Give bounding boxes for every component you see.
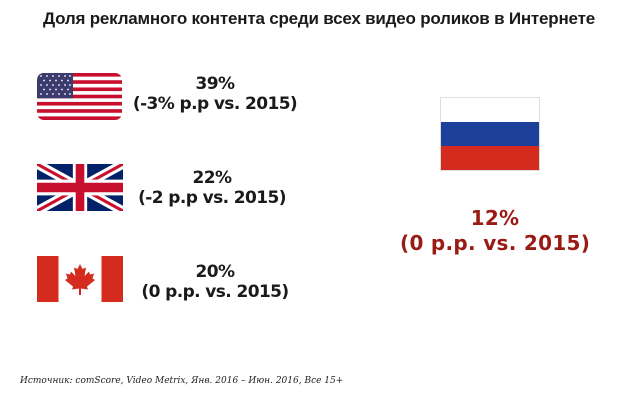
russia-flag-icon [441, 98, 539, 170]
uk-stat: 22% (-2 p.p vs. 2015) [127, 168, 297, 208]
russia-value: 12% [470, 206, 520, 230]
canada-change: (0 p.p. vs. 2015) [141, 282, 289, 302]
canada-value: 20% [195, 262, 235, 282]
uk-value: 22% [192, 168, 232, 188]
source-note: Источник: comScore, Video Metrix, Янв. 2… [20, 376, 344, 386]
uk-flag-icon [37, 164, 123, 211]
canada-flag-icon [37, 256, 123, 302]
usa-change: (-3% p.p vs. 2015) [132, 94, 298, 114]
usa-flag-icon [37, 73, 122, 120]
usa-value: 39% [195, 74, 235, 94]
usa-stat: 39% (-3% p.p vs. 2015) [130, 74, 300, 114]
uk-change: (-2 p.p vs. 2015) [138, 188, 286, 208]
canada-stat: 20% (0 p.p. vs. 2015) [130, 262, 300, 302]
russia-change: (0 p.p. vs. 2015) [400, 231, 591, 255]
page-title: Доля рекламного контента среди всех виде… [43, 9, 595, 28]
russia-stat: 12% (0 p.p. vs. 2015) [400, 206, 590, 256]
